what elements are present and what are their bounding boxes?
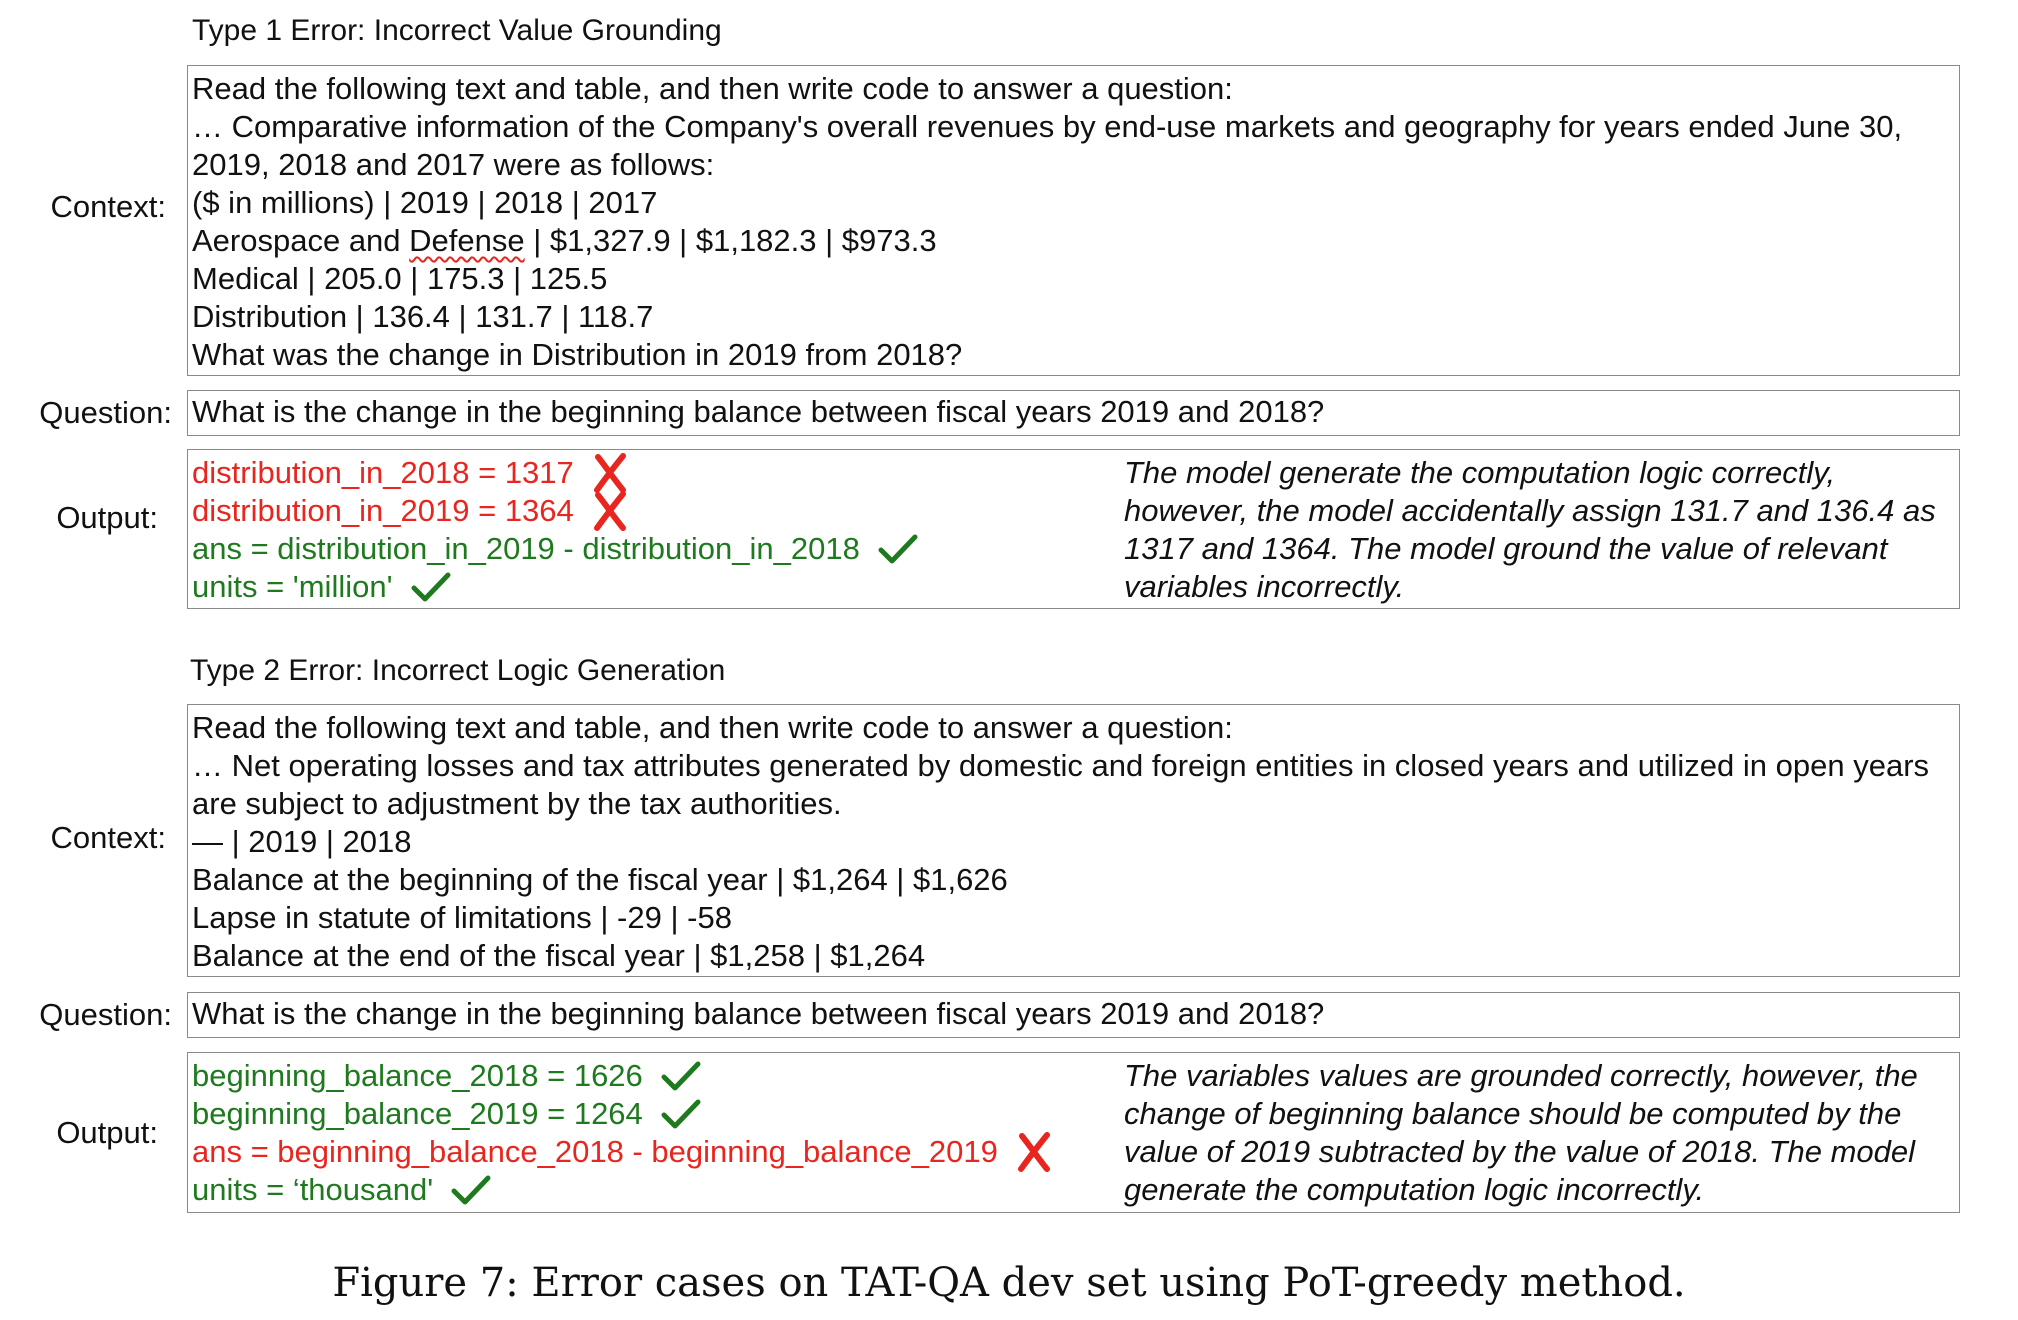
- context-line: 2019, 2018 and 2017 were as follows:: [192, 147, 715, 182]
- check-icon: [661, 1061, 701, 1091]
- context-line: Distribution | 136.4 | 131.7 | 118.7: [192, 299, 654, 334]
- output-line-text: ans = distribution_in_2019 - distributio…: [192, 531, 860, 566]
- section-2-context-text: Read the following text and table, and t…: [192, 709, 1929, 975]
- cross-icon: [593, 453, 626, 493]
- section-1-context-box: Read the following text and table, and t…: [187, 65, 1960, 376]
- output-line-text: distribution_in_2018 = 1317: [192, 455, 574, 490]
- section-2-question-box: What is the change in the beginning bala…: [187, 992, 1960, 1038]
- context-line: Medical | 205.0 | 175.3 | 125.5: [192, 261, 608, 296]
- output-line-text: ans = beginning_balance_2018 - beginning…: [192, 1134, 998, 1169]
- output-line-text: units = ‘thousand': [192, 1172, 434, 1207]
- check-icon: [878, 534, 918, 564]
- context-line: Read the following text and table, and t…: [192, 71, 1233, 106]
- cross-icon: [593, 491, 626, 531]
- section-1-output-lines: distribution_in_2018 = 1317 distribution…: [192, 453, 918, 606]
- section-1-output-label: Output:: [56, 500, 158, 535]
- cross-icon: [1017, 1132, 1050, 1172]
- section-2-output-box: beginning_balance_2018 = 1626 beginning_…: [187, 1052, 1960, 1213]
- output-line-text: distribution_in_2019 = 1364: [192, 493, 574, 528]
- output-line: ans = beginning_balance_2018 - beginning…: [192, 1132, 1052, 1172]
- explanation-line: value of 2019 subtracted by the value of…: [1124, 1134, 1916, 1169]
- section-2-question-text: What is the change in the beginning bala…: [192, 996, 1325, 1031]
- section-1-context-label: Context:: [50, 189, 166, 224]
- output-line: beginning_balance_2018 = 1626: [192, 1057, 1052, 1095]
- output-line: beginning_balance_2019 = 1264: [192, 1095, 1052, 1133]
- section-1-question-label: Question:: [39, 395, 172, 430]
- explanation-line: change of beginning balance should be co…: [1124, 1096, 1902, 1131]
- context-line: — | 2019 | 2018: [192, 824, 412, 859]
- context-line: Lapse in statute of limitations | -29 | …: [192, 900, 732, 935]
- figure-caption: Figure 7: Error cases on TAT-QA dev set …: [332, 1260, 1686, 1306]
- check-icon: [451, 1175, 491, 1205]
- context-line: … Comparative information of the Company…: [192, 109, 1903, 144]
- section-2-question-label: Question:: [39, 997, 172, 1032]
- explanation-line: The model generate the computation logic…: [1124, 455, 1836, 490]
- section-1-question-text: What is the change in the beginning bala…: [192, 394, 1325, 429]
- output-line: units = 'million': [192, 568, 918, 606]
- context-line: Balance at the end of the fiscal year | …: [192, 938, 926, 973]
- section-2-output-lines: beginning_balance_2018 = 1626 beginning_…: [192, 1057, 1052, 1209]
- explanation-line: 1317 and 1364. The model ground the valu…: [1124, 531, 1888, 566]
- output-line: distribution_in_2018 = 1317: [192, 453, 918, 493]
- output-line: distribution_in_2019 = 1364: [192, 491, 918, 531]
- output-line-text: beginning_balance_2019 = 1264: [192, 1096, 643, 1131]
- context-line: Balance at the beginning of the fiscal y…: [192, 862, 1008, 897]
- explanation-line: generate the computation logic incorrect…: [1124, 1172, 1705, 1207]
- section-1-output-box: distribution_in_2018 = 1317 distribution…: [187, 449, 1960, 609]
- section-1-explanation: The model generate the computation logic…: [1124, 454, 1974, 606]
- spellcheck-underline: Defense: [409, 223, 525, 258]
- explanation-line: variables incorrectly.: [1124, 569, 1405, 604]
- section-2-output-label: Output:: [56, 1115, 158, 1150]
- output-line-text: units = 'million': [192, 569, 393, 604]
- section-2-context-label: Context:: [50, 820, 166, 855]
- check-icon: [411, 572, 451, 602]
- explanation-line: however, the model accidentally assign 1…: [1124, 493, 1936, 528]
- output-line: units = ‘thousand': [192, 1171, 1052, 1209]
- output-line: ans = distribution_in_2019 - distributio…: [192, 530, 918, 568]
- context-line: … Net operating losses and tax attribute…: [192, 748, 1930, 783]
- context-line: are subject to adjustment by the tax aut…: [192, 786, 842, 821]
- explanation-line: The variables values are grounded correc…: [1124, 1058, 1918, 1093]
- section-2-explanation: The variables values are grounded correc…: [1124, 1057, 1974, 1209]
- context-line: What was the change in Distribution in 2…: [192, 337, 963, 372]
- section-1-title: Type 1 Error: Incorrect Value Grounding: [192, 14, 722, 47]
- output-line-text: beginning_balance_2018 = 1626: [192, 1058, 643, 1093]
- context-line-aerospace: Aerospace and Defense | $1,327.9 | $1,18…: [192, 223, 937, 258]
- context-line: Read the following text and table, and t…: [192, 710, 1233, 745]
- section-2-context-box: Read the following text and table, and t…: [187, 704, 1960, 977]
- section-2-title: Type 2 Error: Incorrect Logic Generation: [190, 654, 726, 687]
- section-1-question-box: What is the change in the beginning bala…: [187, 390, 1960, 436]
- section-1-context-text: Read the following text and table, and t…: [192, 70, 1902, 374]
- check-icon: [661, 1099, 701, 1129]
- context-line: ($ in millions) | 2019 | 2018 | 2017: [192, 185, 658, 220]
